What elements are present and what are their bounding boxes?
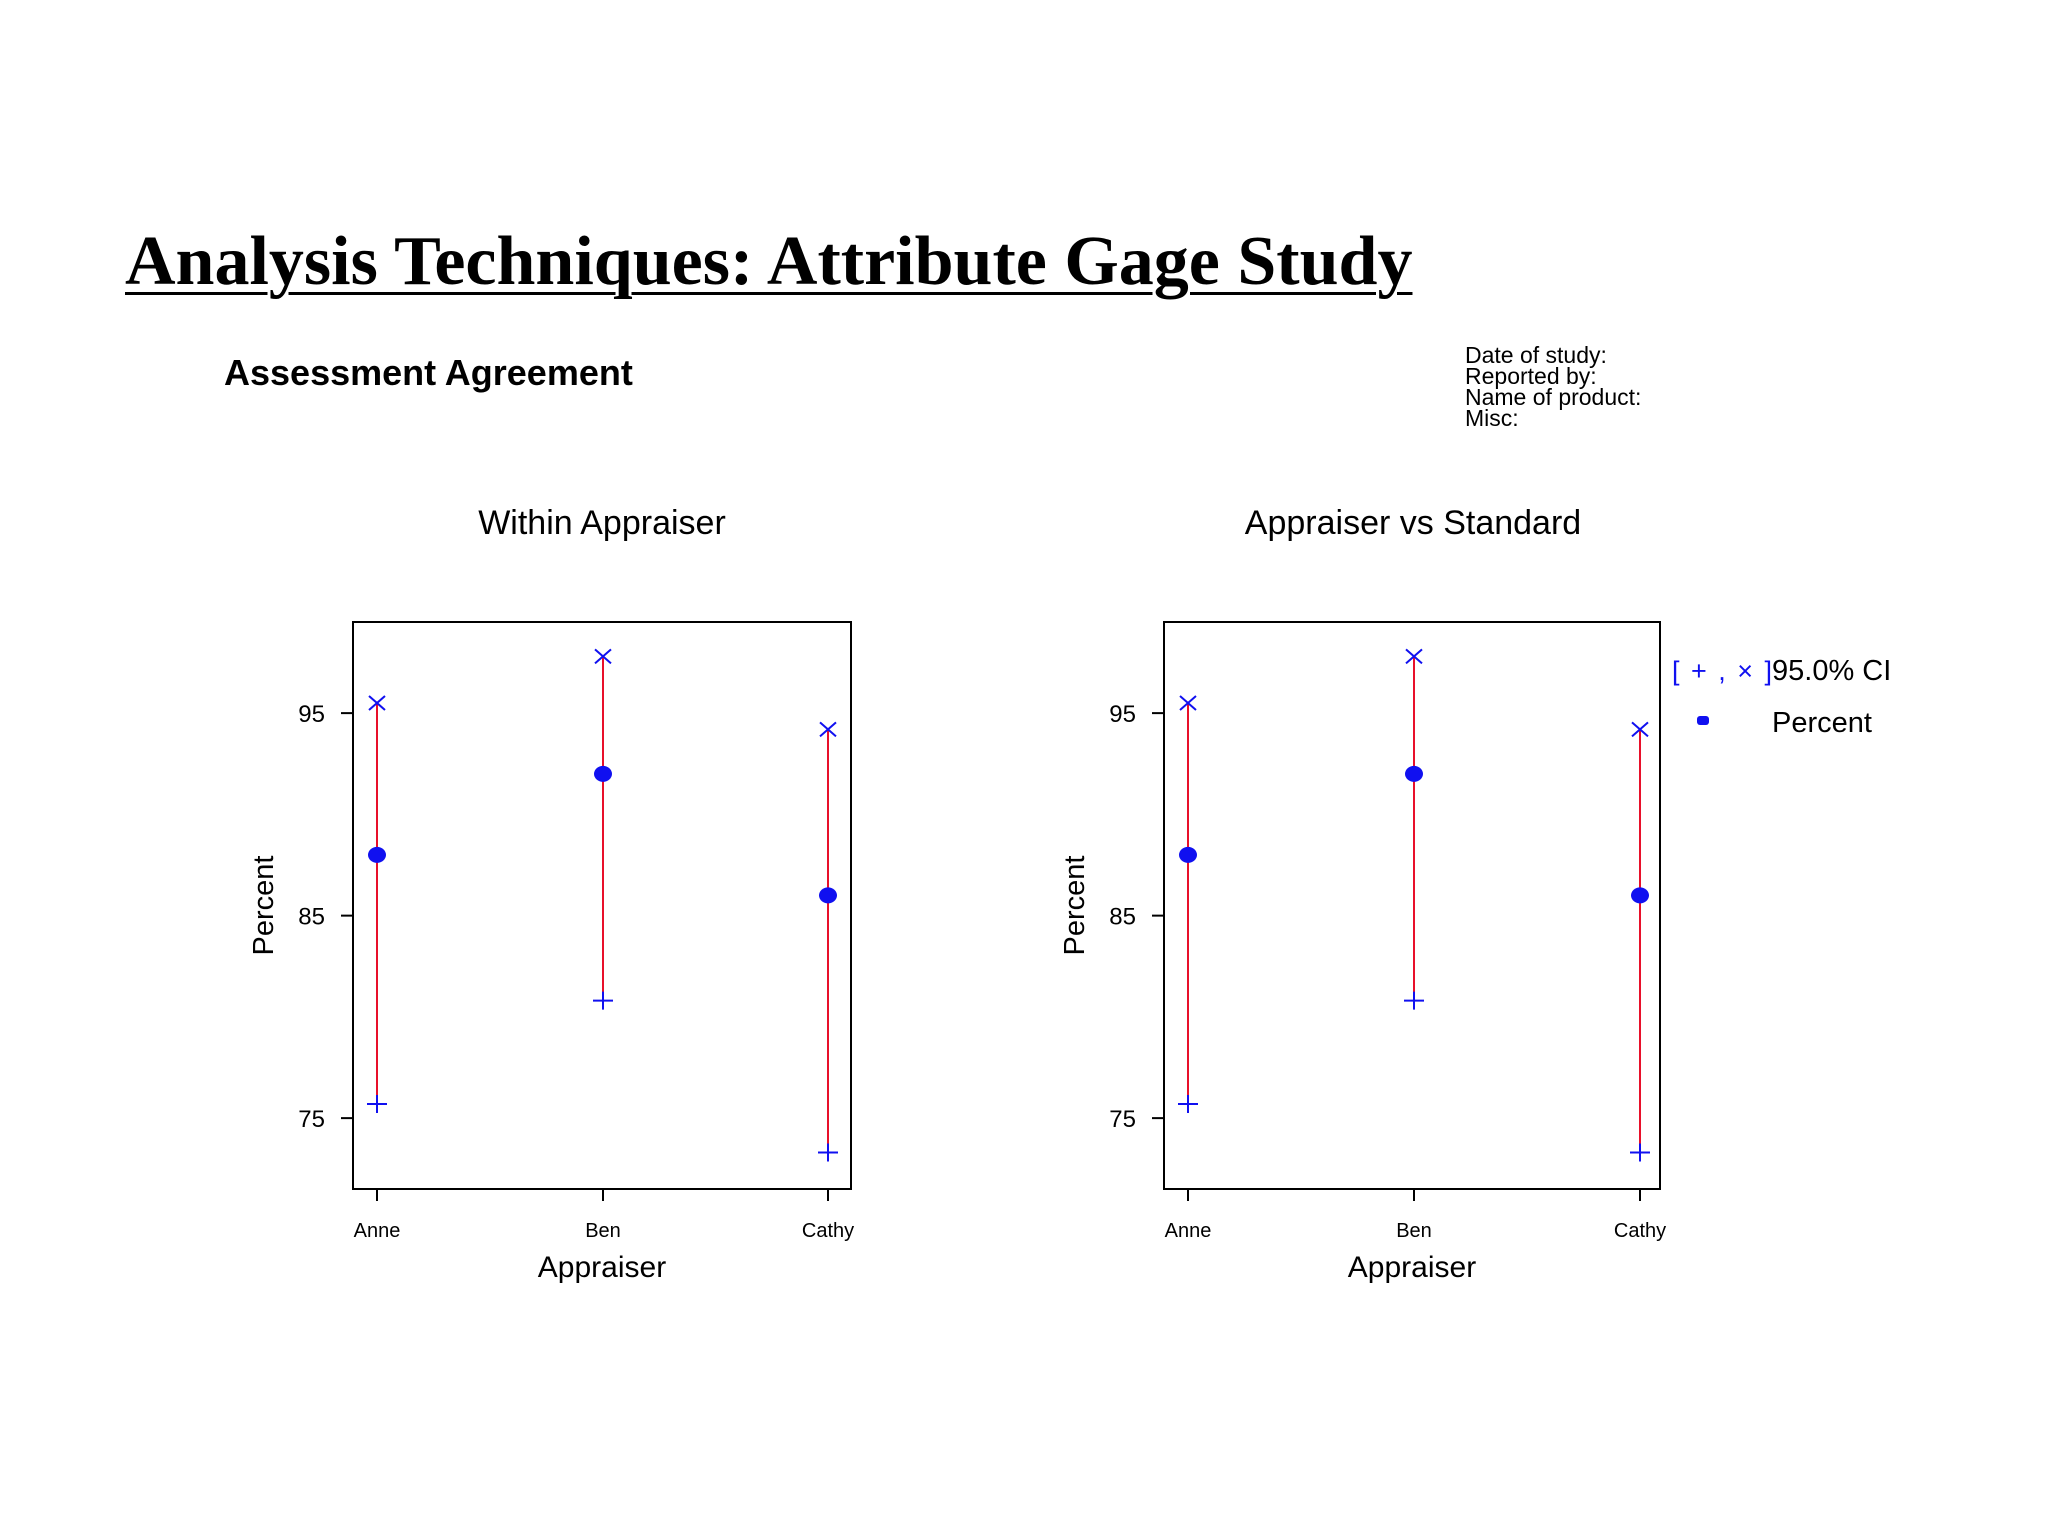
chart2-percent-point	[1179, 846, 1197, 863]
chart2-x-axis-label: Appraiser	[1348, 1251, 1476, 1284]
chart2-y-tick-label: 85	[1109, 904, 1136, 931]
chart-subtitle: Assessment Agreement	[224, 352, 633, 393]
chart1-ci-upper-marker	[594, 648, 612, 665]
chart1-ci-lower-marker	[818, 1143, 838, 1162]
chart1-x-axis-label: Appraiser	[538, 1251, 666, 1284]
legend-percent-marker	[1697, 716, 1709, 725]
chart2-y-axis-label: Percent	[1059, 856, 1091, 956]
chart2-percent-point	[1405, 765, 1423, 782]
chart2-x-tick-label: Cathy	[1614, 1220, 1666, 1242]
legend-ci-symbol: [ + , × ]	[1672, 656, 1774, 686]
chart1-ci-upper-marker	[819, 721, 837, 738]
chart2-ci-lower-marker	[1630, 1143, 1650, 1162]
chart2-ci-upper-marker	[1405, 648, 1423, 665]
chart2-y-tick-label: 95	[1109, 701, 1136, 728]
chart2-ci-upper-marker	[1631, 721, 1649, 738]
chart1-percent-point	[368, 846, 386, 863]
study-info: Date of study: Reported by: Name of prod…	[1465, 342, 1642, 431]
chart1-percent-point	[594, 765, 612, 782]
chart1-percent-point	[819, 887, 837, 904]
misc-label: Misc:	[1465, 405, 1519, 431]
slide-title: Analysis Techniques: Attribute Gage Stud…	[125, 223, 1413, 300]
chart1-x-tick-label: Ben	[585, 1220, 621, 1242]
chart2-x-tick-label: Anne	[1165, 1220, 1212, 1242]
chart2-percent-point	[1631, 887, 1649, 904]
chart1-ci-lower-marker	[367, 1094, 387, 1113]
legend-ci-label: 95.0% CI	[1772, 655, 1891, 687]
chart1-y-axis-label: Percent	[248, 856, 280, 956]
chart2-title: Appraiser vs Standard	[1245, 504, 1581, 542]
chart1-ci-lower-marker	[593, 991, 613, 1010]
chart1-y-tick-label: 75	[298, 1106, 325, 1133]
date-of-study-label: Date of study:	[1465, 342, 1607, 368]
chart2-ci-upper-marker	[1179, 695, 1197, 711]
product-name-label: Name of product:	[1465, 384, 1642, 410]
chart1-x-tick-label: Anne	[354, 1220, 401, 1242]
chart2-x-tick-label: Ben	[1396, 1220, 1432, 1242]
chart2-ci-lower-marker	[1178, 1094, 1198, 1113]
legend-percent-label: Percent	[1772, 707, 1872, 739]
chart2-y-tick-label: 75	[1109, 1106, 1136, 1133]
chart1-y-tick-label: 95	[298, 701, 325, 728]
chart1-x-tick-label: Cathy	[802, 1220, 854, 1242]
reported-by-label: Reported by:	[1465, 363, 1597, 389]
chart2-ci-lower-marker	[1404, 991, 1424, 1010]
chart2-plot-frame	[1163, 621, 1661, 1190]
chart1-ci-upper-marker	[368, 695, 386, 711]
chart1-y-tick-label: 85	[298, 904, 325, 931]
chart1-title: Within Appraiser	[478, 504, 726, 542]
